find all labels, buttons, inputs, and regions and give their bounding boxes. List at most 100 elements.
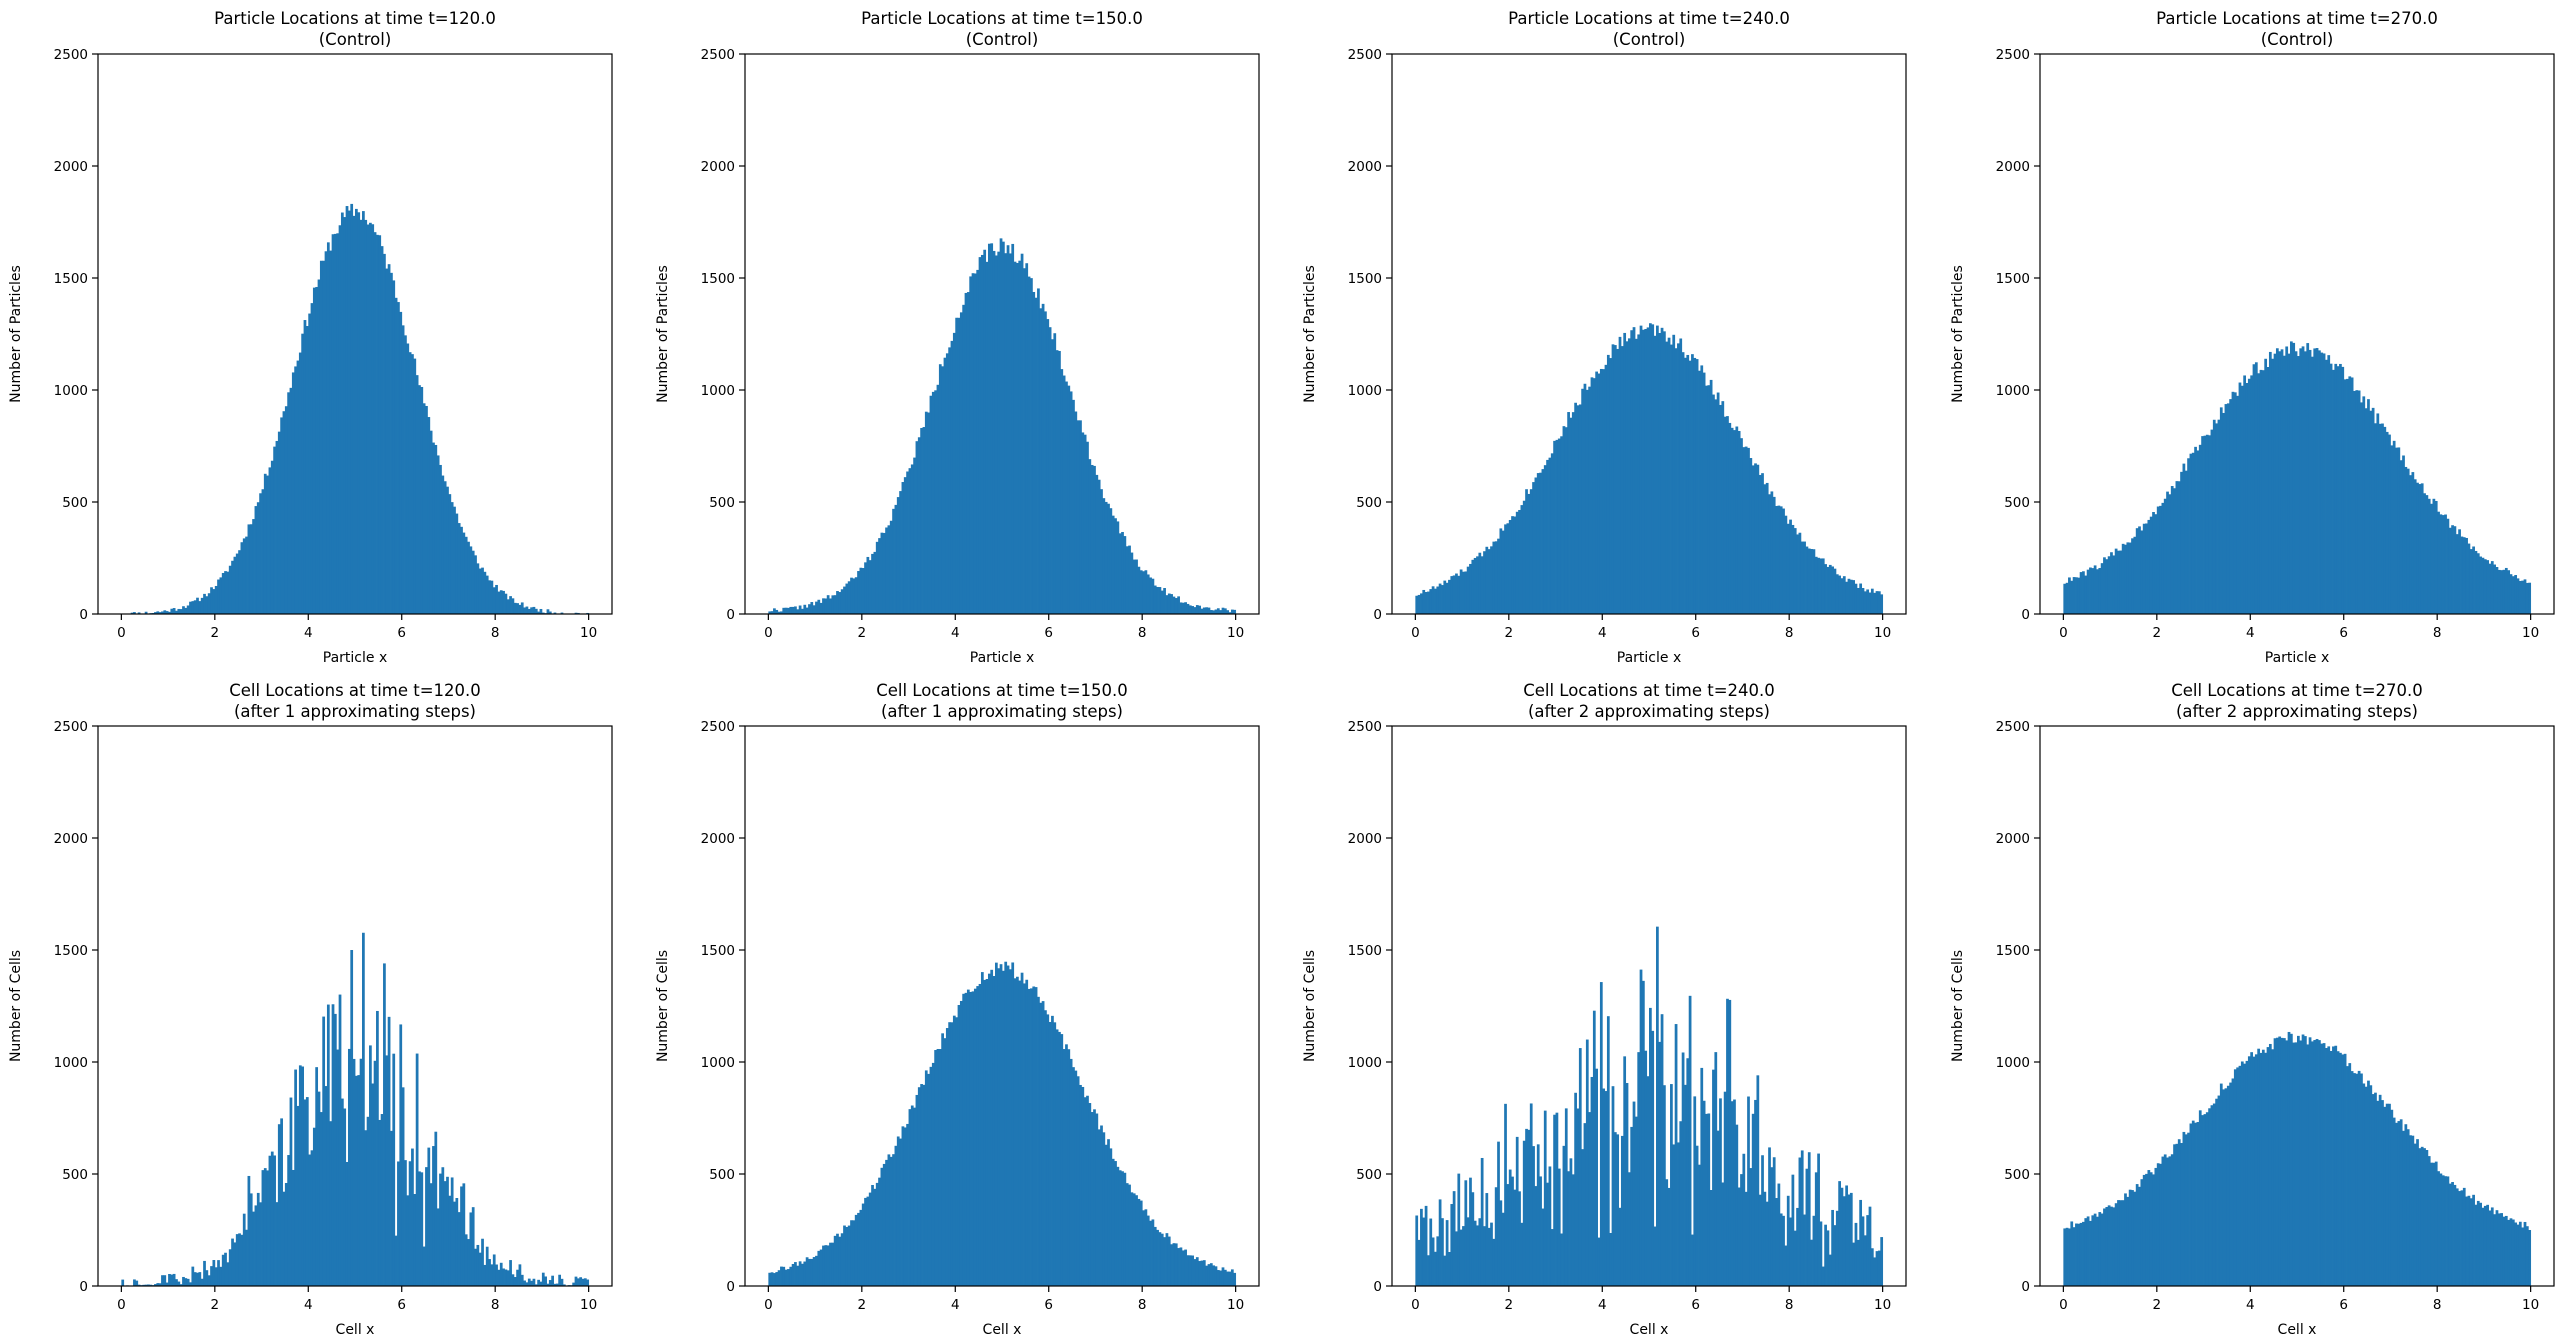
histogram-bar bbox=[1821, 558, 1825, 614]
histogram-bar bbox=[520, 1274, 524, 1286]
histogram-bar bbox=[955, 317, 959, 614]
histogram-bar bbox=[345, 206, 349, 615]
histogram-bar bbox=[908, 1109, 912, 1286]
histogram-bar bbox=[1209, 1263, 1213, 1286]
x-tick-label: 2 bbox=[858, 1297, 867, 1313]
histogram-bar bbox=[1828, 1254, 1832, 1286]
histogram-bar bbox=[1188, 605, 1192, 614]
histogram-bar bbox=[2488, 563, 2492, 614]
histogram-bar bbox=[1543, 1110, 1547, 1286]
histogram-bar bbox=[1455, 1231, 1458, 1286]
histogram-bar bbox=[462, 1183, 466, 1286]
histogram-bar bbox=[387, 1016, 391, 1286]
histogram-bar bbox=[1793, 1230, 1797, 1286]
histogram-bar bbox=[1525, 1128, 1528, 1286]
histogram-bar bbox=[831, 595, 835, 614]
histogram-bar bbox=[1464, 1180, 1468, 1286]
histogram-bar bbox=[2514, 1222, 2518, 1286]
histogram-bar bbox=[1142, 1210, 1145, 1286]
histogram-bar bbox=[1763, 484, 1767, 614]
histogram-bar bbox=[2486, 1204, 2489, 1286]
histogram-bar bbox=[1025, 979, 1029, 1286]
histogram-bar bbox=[2367, 1080, 2370, 1286]
histogram-bar bbox=[2509, 574, 2513, 614]
histogram-bar bbox=[1221, 1267, 1225, 1286]
histogram-bar bbox=[1200, 608, 1204, 614]
histogram-bar bbox=[1004, 253, 1008, 614]
histogram-bar bbox=[392, 280, 396, 614]
histogram-bar bbox=[1681, 352, 1685, 614]
histogram-bar bbox=[2117, 550, 2120, 614]
histogram-bar bbox=[467, 1239, 470, 1286]
histogram-bar bbox=[1441, 1218, 1444, 1286]
histogram-bar bbox=[1118, 533, 1122, 614]
histogram-bar bbox=[418, 1171, 421, 1286]
histogram-bar bbox=[2264, 1052, 2268, 1286]
histogram-bar bbox=[121, 1279, 125, 1286]
histogram-bar bbox=[1501, 530, 1505, 614]
histogram-bar bbox=[1504, 524, 1507, 614]
histogram-bar bbox=[2409, 475, 2412, 614]
histogram-bar bbox=[1044, 311, 1047, 614]
histogram-bar bbox=[1866, 1215, 1870, 1286]
plot-frame bbox=[1391, 53, 1907, 615]
histogram-bar bbox=[1522, 1140, 1526, 1286]
histogram-bar bbox=[2166, 491, 2169, 614]
histogram-bar bbox=[775, 609, 779, 614]
histogram-bar bbox=[978, 983, 982, 1286]
histogram-bar bbox=[415, 375, 419, 614]
histogram-bar bbox=[1548, 457, 1552, 614]
histogram-bar bbox=[2182, 1131, 2186, 1286]
histogram-bar bbox=[331, 234, 335, 615]
histogram-bar bbox=[2516, 578, 2520, 614]
histogram-bar bbox=[1448, 579, 1451, 614]
histogram-bar bbox=[1756, 1075, 1760, 1286]
histogram-bar bbox=[495, 584, 498, 614]
histogram-bar bbox=[2423, 1148, 2426, 1286]
histogram-bar bbox=[1209, 610, 1213, 614]
histogram-bar bbox=[198, 601, 202, 614]
histogram-bar bbox=[1153, 1226, 1157, 1286]
histogram-bar bbox=[2201, 436, 2204, 614]
histogram-bar bbox=[857, 571, 860, 614]
y-axis-label: Number of Particles bbox=[8, 265, 24, 403]
y-tick-label: 1000 bbox=[701, 383, 735, 399]
histogram-bar bbox=[1578, 1048, 1582, 1286]
histogram-bar bbox=[1609, 1232, 1613, 1286]
histogram-bar bbox=[1529, 489, 1533, 614]
histogram-bar bbox=[1553, 440, 1556, 614]
histogram-bar bbox=[1796, 1207, 1799, 1286]
histogram-bar bbox=[2465, 537, 2468, 614]
histogram-bar bbox=[2210, 429, 2214, 614]
histogram-bar bbox=[203, 1260, 206, 1286]
histogram-bar bbox=[1083, 1097, 1087, 1286]
histogram-bar bbox=[1653, 1226, 1657, 1286]
histogram-bar bbox=[2254, 362, 2258, 614]
x-tick-label: 6 bbox=[2339, 1297, 2348, 1313]
histogram-bar bbox=[1721, 1182, 1725, 1286]
histogram-bar bbox=[1541, 469, 1545, 614]
histogram-bar bbox=[2469, 549, 2473, 614]
histogram-bar bbox=[1863, 1235, 1867, 1286]
histogram-bar bbox=[2514, 575, 2518, 614]
histogram-bar bbox=[1677, 1142, 1680, 1286]
histogram-bar bbox=[2252, 1056, 2256, 1286]
histogram-bar bbox=[1695, 359, 1699, 614]
histogram-bar bbox=[2177, 481, 2181, 614]
histogram-bar bbox=[558, 1274, 561, 1286]
histogram-bar bbox=[1179, 602, 1183, 614]
histogram-bar bbox=[242, 1213, 246, 1286]
histogram-bar bbox=[1228, 612, 1232, 614]
histogram-bar bbox=[196, 597, 199, 614]
histogram-bar bbox=[186, 605, 190, 614]
histogram-bar bbox=[2247, 1056, 2251, 1286]
histogram-bar bbox=[548, 611, 552, 614]
histogram-bar bbox=[896, 497, 900, 614]
histogram-bar bbox=[2205, 434, 2209, 614]
histogram-bar bbox=[2245, 382, 2249, 614]
histogram-bar bbox=[231, 560, 234, 614]
histogram-bar bbox=[2210, 1105, 2214, 1286]
histogram-bar bbox=[2434, 1161, 2438, 1286]
histogram-bar bbox=[364, 1130, 368, 1286]
histogram-bar bbox=[2444, 514, 2447, 614]
